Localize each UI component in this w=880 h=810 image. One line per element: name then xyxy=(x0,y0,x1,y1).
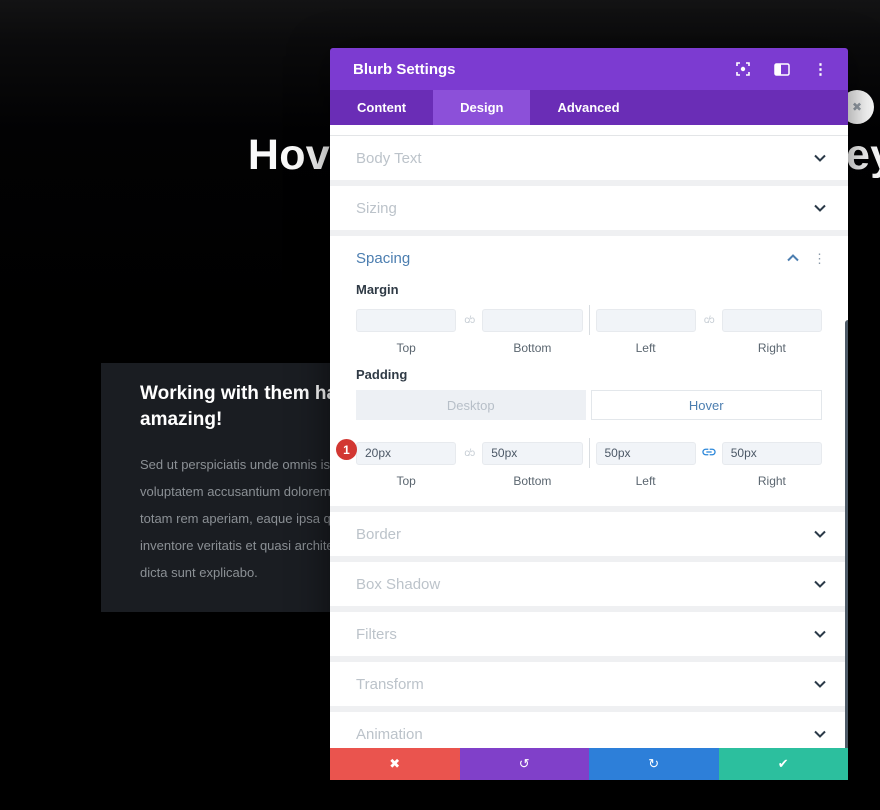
blurb-body-line: totam rem aperiam, eaque ipsa quae a xyxy=(140,511,364,526)
section-toggle-spacing[interactable]: Spacing ⋮ xyxy=(356,249,826,267)
fields-divider xyxy=(583,438,596,468)
blurb-title-line: Working with them ha xyxy=(140,383,338,404)
margin-top-input[interactable] xyxy=(356,308,457,332)
section-toggle-body-text[interactable]: Body Text xyxy=(330,136,848,180)
chevron-down-icon xyxy=(814,525,826,543)
padding-label: Padding xyxy=(356,367,408,382)
section-toggle-animation[interactable]: Animation xyxy=(330,712,848,748)
margin-fields-row: c/ɔ c/ɔ xyxy=(330,305,848,335)
section-toggle-sizing[interactable]: Sizing xyxy=(330,186,848,230)
modal-title: Blurb Settings xyxy=(353,60,456,78)
section-toggle-box-shadow[interactable]: Box Shadow xyxy=(330,562,848,606)
device-tab-hover[interactable]: Hover xyxy=(590,390,822,420)
close-icon: ✖ xyxy=(851,100,863,114)
unlink-values-icon[interactable]: c/ɔ xyxy=(703,314,715,326)
modal-header[interactable]: Blurb Settings ⋮ xyxy=(330,48,848,90)
blurb-body-line: voluptatem accusantium doloremque xyxy=(140,484,353,499)
hero-heading-fragment-right: ey xyxy=(846,131,880,179)
undo-icon: ↺ xyxy=(518,756,530,771)
fields-divider xyxy=(583,305,596,335)
padding-right-input[interactable] xyxy=(721,441,822,465)
spacing-options-kebab-icon[interactable]: ⋮ xyxy=(813,250,826,266)
padding-top-input[interactable] xyxy=(356,441,457,465)
tab-design[interactable]: Design xyxy=(433,90,531,125)
chevron-down-icon xyxy=(814,675,826,693)
redo-button[interactable]: ↻ xyxy=(589,748,719,780)
blurb-body-line: Sed ut perspiciatis unde omnis iste nat xyxy=(140,457,363,472)
settings-scroll-area: Body Text Sizing Spacing ⋮ Margin c/ xyxy=(330,125,848,748)
scrolled-row-remnant xyxy=(330,125,848,136)
section-toggle-transform[interactable]: Transform xyxy=(330,662,848,706)
tab-content[interactable]: Content xyxy=(357,100,407,115)
padding-fields-row: 1 c/ɔ xyxy=(330,438,848,468)
device-tab-desktop[interactable]: Desktop xyxy=(356,390,586,420)
blurb-title-line: amazing! xyxy=(140,409,223,430)
blurb-body-line: dicta sunt explicabo. xyxy=(140,565,258,580)
section-toggle-filters[interactable]: Filters xyxy=(330,612,848,656)
margin-field-labels: Top Bottom Left Right xyxy=(396,341,786,355)
save-button[interactable]: ✔ xyxy=(718,748,848,780)
tab-advanced[interactable]: Advanced xyxy=(557,100,620,115)
unlink-values-icon[interactable]: c/ɔ xyxy=(464,447,475,459)
snap-panel-icon[interactable] xyxy=(774,62,790,77)
margin-left-input[interactable] xyxy=(595,308,696,332)
chevron-up-icon xyxy=(787,249,799,267)
chevron-down-icon xyxy=(814,149,826,167)
undo-button[interactable]: ↺ xyxy=(459,748,589,780)
hero-heading-fragment-left: Hov xyxy=(247,131,330,179)
redo-icon: ↻ xyxy=(648,756,660,771)
margin-right-input[interactable] xyxy=(721,308,822,332)
padding-field-labels: Top Bottom Left Right xyxy=(396,474,786,488)
padding-left-input[interactable] xyxy=(595,441,696,465)
discard-button[interactable]: ✖ xyxy=(330,748,460,780)
expand-modal-icon[interactable] xyxy=(735,61,751,77)
chevron-down-icon xyxy=(814,625,826,643)
padding-device-tabs: Desktop Hover xyxy=(330,390,848,420)
section-spacing-expanded: Spacing ⋮ Margin c/ɔ c/ɔ Top Bottom xyxy=(330,236,848,506)
chevron-down-icon xyxy=(814,575,826,593)
margin-bottom-input[interactable] xyxy=(482,308,583,332)
chevron-down-icon xyxy=(814,199,826,217)
settings-tabbar: Content Design Advanced xyxy=(330,90,848,125)
padding-bottom-input[interactable] xyxy=(482,441,583,465)
blurb-title: Working with them ha amazing! xyxy=(140,381,741,433)
modal-footer: ✖ ↺ ↻ ✔ xyxy=(330,748,848,780)
annotation-badge-1: 1 xyxy=(336,439,357,460)
section-toggle-border[interactable]: Border xyxy=(330,512,848,556)
close-icon: ✖ xyxy=(389,756,401,771)
link-values-icon[interactable] xyxy=(696,444,722,463)
chevron-down-icon xyxy=(814,725,826,743)
check-icon: ✔ xyxy=(777,756,789,771)
scrollbar-thumb[interactable] xyxy=(845,320,848,748)
blurb-body: Sed ut perspiciatis unde omnis iste nat … xyxy=(140,451,741,586)
blurb-body-line: inventore veritatis et quasi architecto … xyxy=(140,538,362,553)
blurb-settings-modal: Blurb Settings ⋮ Content Design Advanced xyxy=(330,48,848,780)
unlink-values-icon[interactable]: c/ɔ xyxy=(464,314,475,326)
kebab-menu-icon[interactable]: ⋮ xyxy=(813,60,828,78)
margin-label: Margin xyxy=(356,282,399,297)
